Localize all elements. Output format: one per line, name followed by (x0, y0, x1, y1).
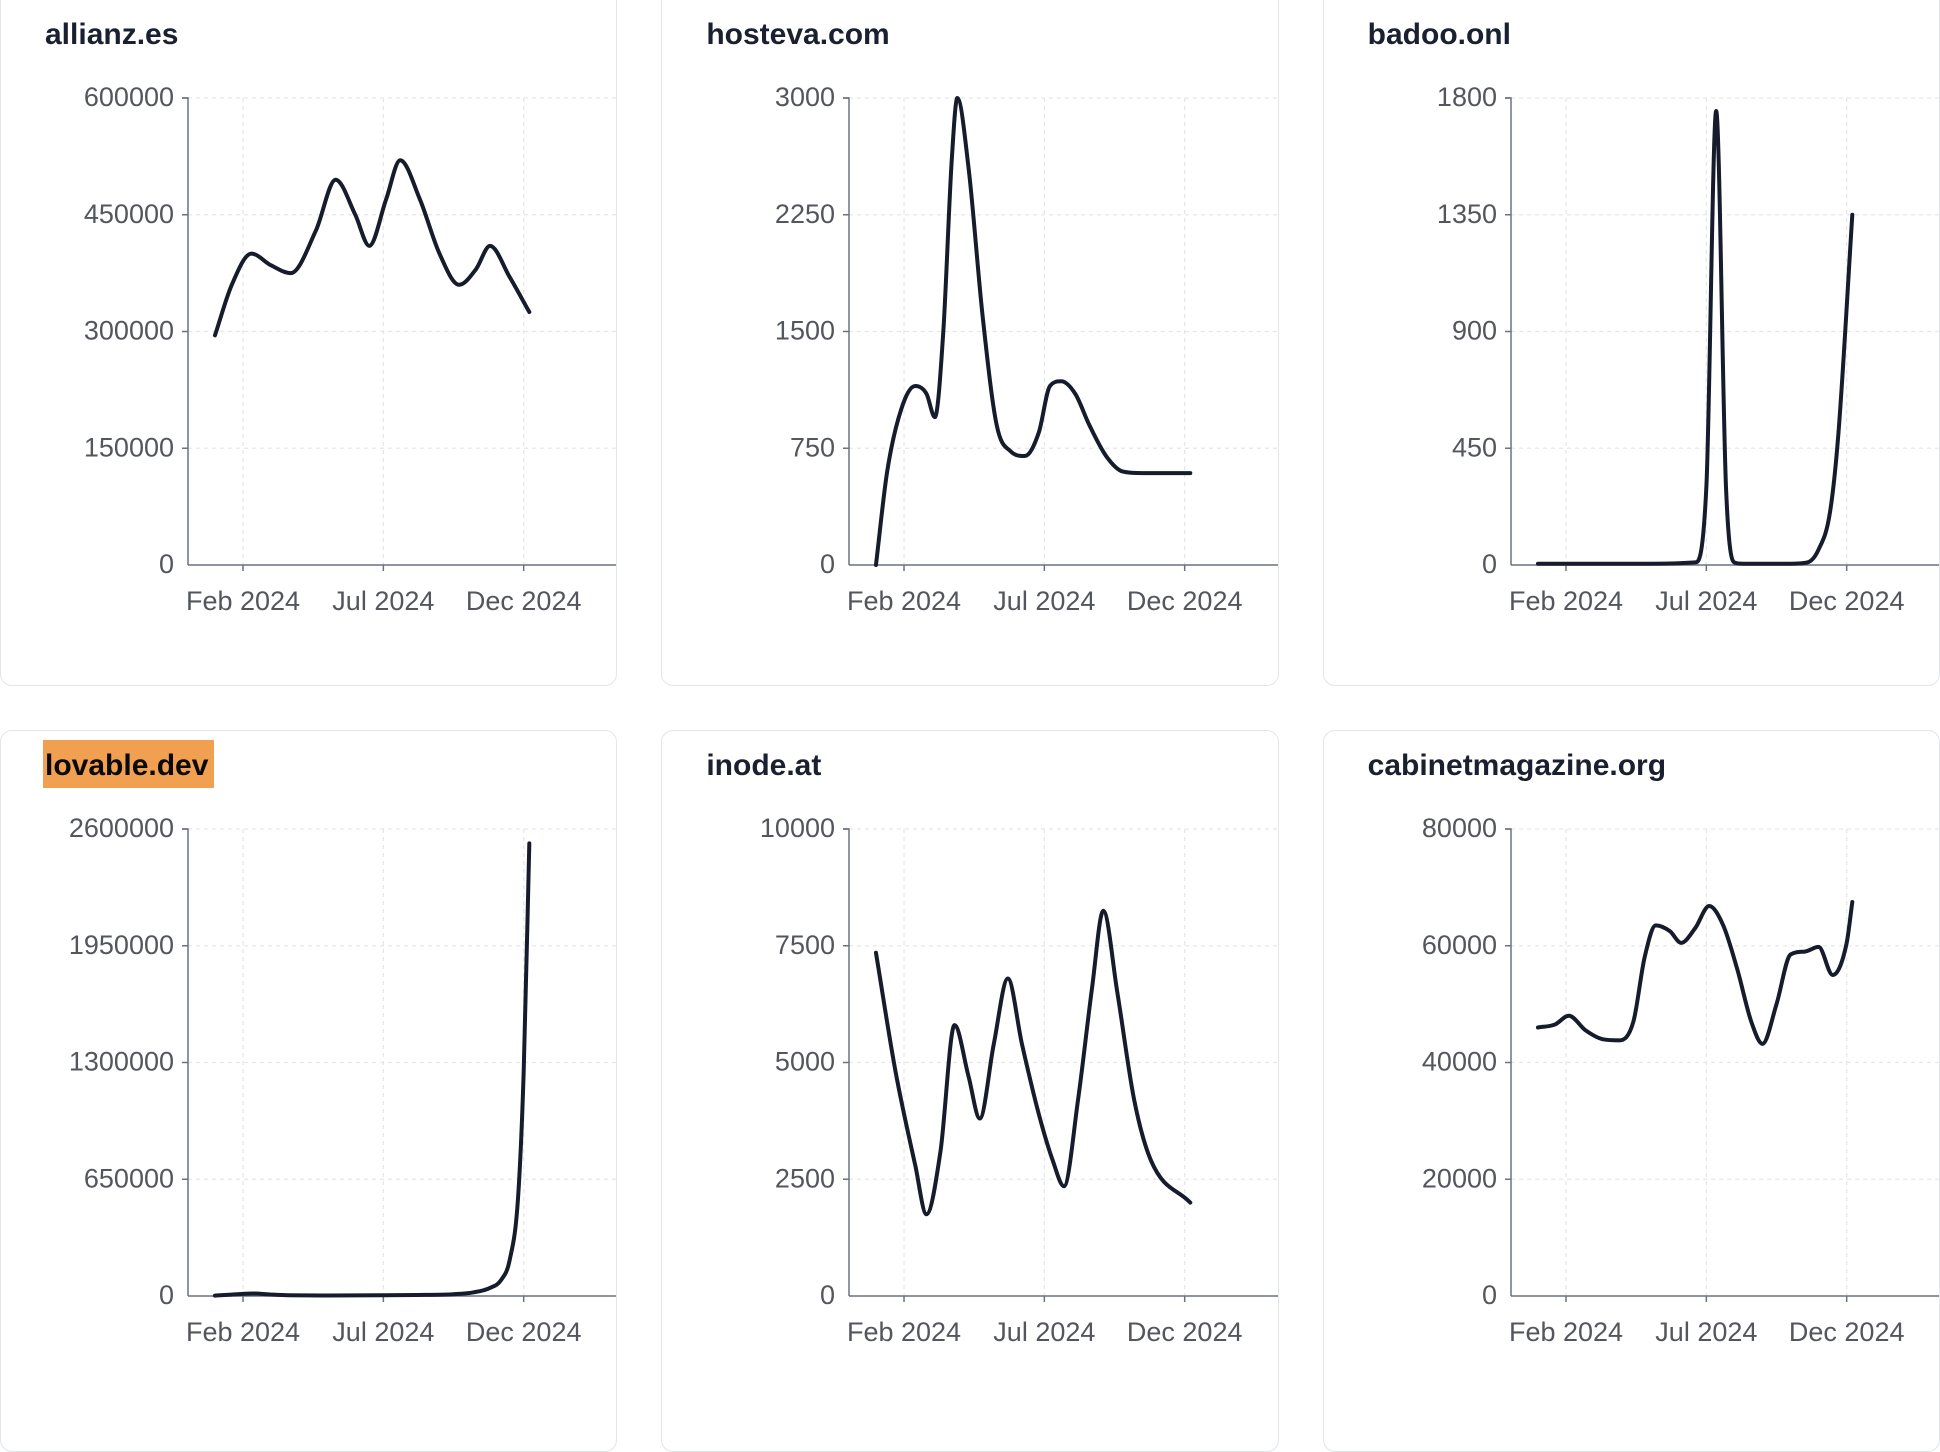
svg-text:1350: 1350 (1437, 199, 1497, 229)
svg-text:Jul 2024: Jul 2024 (1655, 586, 1757, 616)
svg-text:10000: 10000 (760, 813, 835, 843)
svg-text:Dec 2024: Dec 2024 (1789, 1317, 1905, 1347)
svg-text:300000: 300000 (84, 316, 174, 346)
svg-text:40000: 40000 (1422, 1047, 1497, 1077)
svg-text:0: 0 (820, 1280, 835, 1310)
svg-text:150000: 150000 (84, 432, 174, 462)
svg-text:Dec 2024: Dec 2024 (1789, 586, 1905, 616)
svg-text:Feb 2024: Feb 2024 (1509, 586, 1623, 616)
svg-text:5000: 5000 (775, 1047, 835, 1077)
svg-text:650000: 650000 (84, 1163, 174, 1193)
svg-text:20000: 20000 (1422, 1163, 1497, 1193)
svg-text:Dec 2024: Dec 2024 (1127, 586, 1243, 616)
svg-text:750: 750 (790, 432, 835, 462)
svg-text:0: 0 (1482, 549, 1497, 579)
svg-text:80000: 80000 (1422, 813, 1497, 843)
svg-text:Feb 2024: Feb 2024 (847, 586, 961, 616)
svg-text:7500: 7500 (775, 930, 835, 960)
svg-text:2600000: 2600000 (69, 813, 174, 843)
svg-text:1500: 1500 (775, 316, 835, 346)
svg-text:3000: 3000 (775, 82, 835, 112)
svg-text:0: 0 (1482, 1280, 1497, 1310)
svg-text:Dec 2024: Dec 2024 (466, 1317, 582, 1347)
svg-text:60000: 60000 (1422, 930, 1497, 960)
svg-text:450: 450 (1452, 432, 1497, 462)
svg-text:Jul 2024: Jul 2024 (1655, 1317, 1757, 1347)
svg-text:1950000: 1950000 (69, 930, 174, 960)
svg-text:Jul 2024: Jul 2024 (332, 586, 434, 616)
svg-text:Feb 2024: Feb 2024 (186, 1317, 300, 1347)
svg-text:Feb 2024: Feb 2024 (1509, 1317, 1623, 1347)
svg-text:Jul 2024: Jul 2024 (332, 1317, 434, 1347)
svg-text:450000: 450000 (84, 199, 174, 229)
svg-text:Dec 2024: Dec 2024 (466, 586, 582, 616)
svg-text:0: 0 (820, 549, 835, 579)
svg-text:2500: 2500 (775, 1163, 835, 1193)
svg-text:1300000: 1300000 (69, 1047, 174, 1077)
svg-text:Jul 2024: Jul 2024 (994, 586, 1096, 616)
svg-text:Feb 2024: Feb 2024 (847, 1317, 961, 1347)
svg-text:Jul 2024: Jul 2024 (994, 1317, 1096, 1347)
svg-text:0: 0 (159, 549, 174, 579)
svg-text:600000: 600000 (84, 82, 174, 112)
svg-text:2250: 2250 (775, 199, 835, 229)
svg-text:Dec 2024: Dec 2024 (1127, 1317, 1243, 1347)
svg-text:900: 900 (1452, 316, 1497, 346)
svg-text:Feb 2024: Feb 2024 (186, 586, 300, 616)
svg-text:0: 0 (159, 1280, 174, 1310)
svg-text:1800: 1800 (1437, 82, 1497, 112)
